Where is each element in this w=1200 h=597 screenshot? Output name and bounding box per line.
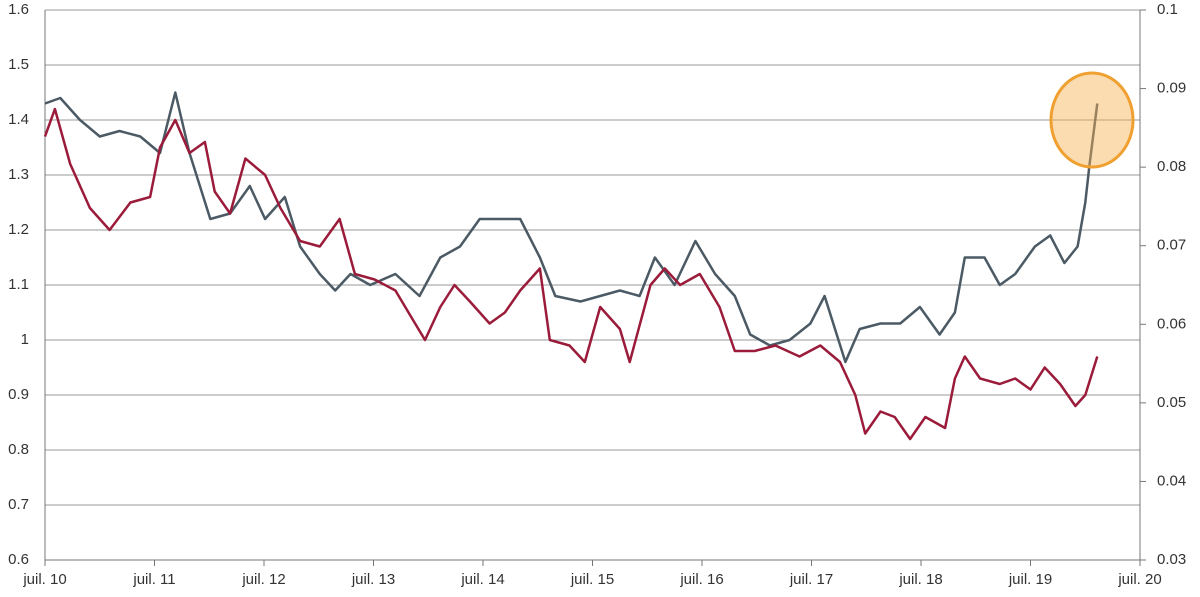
y2-tick-label: 0.06 — [1157, 315, 1186, 332]
y2-tick-label: 0.08 — [1157, 158, 1186, 175]
y-tick-label: 1.5 — [8, 56, 29, 73]
x-tick-label: juil. 14 — [460, 571, 504, 588]
x-tick-label: juil. 11 — [132, 571, 175, 588]
y-tick-label: 0.7 — [8, 496, 29, 513]
y-tick-label: 0.6 — [8, 551, 29, 568]
x-tick-label: juil. 20 — [1117, 571, 1161, 588]
y2-tick-label: 0.03 — [1157, 551, 1186, 568]
highlight-circle — [1049, 71, 1135, 169]
x-tick-label: juil. 17 — [789, 571, 833, 588]
y-tick-label: 1.4 — [8, 111, 29, 128]
y2-tick-label: 0.07 — [1157, 237, 1186, 254]
x-tick-label: juil. 18 — [898, 571, 942, 588]
x-tick-label: juil. 16 — [679, 571, 723, 588]
series — [43, 91, 1099, 441]
line-series — [43, 107, 1099, 441]
line-series — [44, 91, 1099, 364]
x-tick-label: juil. 10 — [22, 571, 66, 588]
y2-tick-label: 0.09 — [1157, 80, 1186, 97]
y2-tick-label: 0.04 — [1157, 472, 1186, 489]
y-tick-label: 0.9 — [8, 386, 29, 403]
y-tick-label: 1.3 — [8, 166, 29, 183]
y-tick-label: 1.1 — [8, 276, 29, 293]
y-tick-label: 0.8 — [8, 441, 29, 458]
y-tick-label: 1 — [21, 331, 29, 348]
x-tick-label: juil. 13 — [351, 571, 395, 588]
x-tick-label: juil. 12 — [241, 571, 285, 588]
y2-tick-label: 0.05 — [1157, 394, 1186, 411]
x-tick-label: juil. 19 — [1008, 571, 1052, 588]
y-tick-label: 1.2 — [8, 221, 29, 238]
x-tick-label: juil. 15 — [570, 571, 614, 588]
y-tick-label: 1.6 — [8, 1, 29, 18]
y2-tick-label: 0.1 — [1157, 1, 1178, 18]
grid — [45, 9, 1140, 561]
